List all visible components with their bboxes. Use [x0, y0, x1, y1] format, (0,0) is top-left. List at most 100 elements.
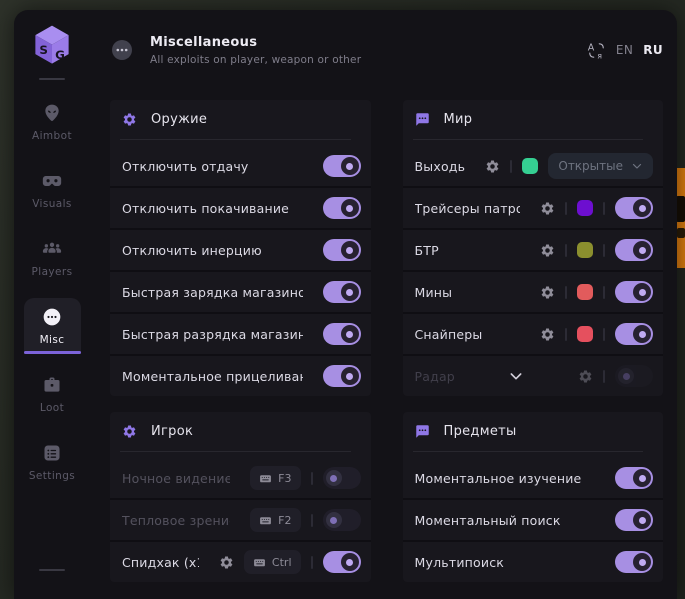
- chevron-down-icon[interactable]: [508, 368, 524, 384]
- feature-row-моментальное-изучение: Моментальное изучение: [403, 458, 664, 498]
- feature-row-отключить-инерцию: Отключить инерцию: [110, 228, 371, 270]
- svg-text:S: S: [39, 43, 48, 57]
- row-controls: F3: [250, 466, 361, 490]
- toggle-switch[interactable]: [322, 239, 361, 261]
- color-swatch[interactable]: [577, 242, 593, 258]
- translate-icon[interactable]: A я: [587, 41, 606, 60]
- section-rows: Ночное видение F3 Тепловое зрение F2 Спидхак…: [110, 458, 371, 582]
- section-title: Предметы: [443, 424, 517, 439]
- sidebar-item-aimbot[interactable]: Aimbot: [24, 94, 81, 150]
- toggle-switch[interactable]: [615, 197, 653, 219]
- toggle-switch[interactable]: [322, 323, 361, 345]
- sg-cube-logo: S G: [33, 24, 71, 66]
- color-swatch[interactable]: [522, 158, 539, 174]
- feature-label: Трейсеры патронов: [414, 200, 521, 216]
- gear-icon[interactable]: [578, 369, 593, 384]
- feature-row-моментальное-прицеливание: Моментальное прицеливание: [110, 354, 371, 396]
- gear-icon[interactable]: [540, 201, 555, 216]
- language-switch: A я EN RU: [587, 41, 663, 60]
- hotkey-label: F2: [278, 513, 292, 527]
- section-оружие: Оружие Отключить отдачу Отключить покачива…: [110, 100, 371, 396]
- hotkey-badge[interactable]: Ctrl: [243, 550, 301, 574]
- toggle-switch[interactable]: [615, 551, 653, 573]
- color-swatch[interactable]: [577, 284, 593, 300]
- content-columns: Оружие Отключить отдачу Отключить покачива…: [110, 100, 663, 599]
- gear-icon[interactable]: [540, 243, 555, 258]
- toggle-switch[interactable]: [615, 365, 653, 387]
- section-игрок: Игрок Ночное видение F3 Тепловое зрение F2 Сп…: [110, 412, 371, 582]
- toggle-switch[interactable]: [322, 281, 361, 303]
- toggle-switch[interactable]: [322, 155, 361, 177]
- feature-row-быстрая-зарядка-магазинов: Быстрая зарядка магазинов: [110, 270, 371, 312]
- feature-label: Быстрая зарядка магазинов: [122, 284, 303, 300]
- feature-row-отключить-отдачу: Отключить отдачу: [110, 146, 371, 186]
- ellipsis-icon: [42, 307, 62, 327]
- sidebar-item-label: Players: [31, 265, 73, 278]
- sidebar-divider: [39, 78, 65, 80]
- hotkey-label: Ctrl: [271, 555, 292, 569]
- row-controls: [540, 323, 653, 345]
- svg-text:я: я: [597, 51, 602, 60]
- toggle-switch[interactable]: [615, 467, 653, 489]
- toggle-switch[interactable]: [322, 365, 361, 387]
- sidebar-nav: Aimbot Visuals Players Misc Loot Settings: [14, 82, 90, 490]
- sidebar-item-settings[interactable]: Settings: [24, 434, 81, 490]
- toggle-switch[interactable]: [322, 509, 361, 531]
- toggle-knob: [633, 325, 651, 343]
- feature-row-радар: Радар: [402, 354, 663, 396]
- page-subtitle: All exploits on player, weapon or other: [150, 53, 362, 66]
- row-controls: [615, 467, 653, 489]
- row-controls: [540, 197, 653, 219]
- feature-label: Мультипоиск: [414, 554, 505, 570]
- row-controls: [322, 239, 361, 261]
- toggle-switch[interactable]: [322, 467, 361, 489]
- color-swatch[interactable]: [577, 200, 593, 216]
- toggle-switch[interactable]: [322, 551, 361, 573]
- feature-label: Спидхак (x1.8): [122, 554, 199, 570]
- toggle-switch[interactable]: [615, 239, 653, 261]
- toggle-switch[interactable]: [615, 323, 653, 345]
- feature-label: БТР: [414, 242, 439, 258]
- row-controls: Открытые: [485, 153, 653, 179]
- keyboard-icon: [259, 472, 272, 485]
- feature-row-моментальный-поиск: Моментальный поиск: [402, 498, 663, 540]
- feature-row-отключить-покачивание: Отключить покачивание: [110, 186, 371, 228]
- sidebar-item-misc[interactable]: Misc: [23, 298, 81, 354]
- section-мир: Мир Выходы Открытые Трейсеры патронов БТР Мин…: [402, 100, 663, 396]
- row-controls: [322, 281, 361, 303]
- toggle-switch[interactable]: [322, 197, 361, 219]
- section-divider: [412, 451, 643, 452]
- sidebar: S G Aimbot Visuals Players Misc Loot Settings: [14, 10, 90, 599]
- hotkey-badge[interactable]: F2: [250, 508, 301, 532]
- feature-label: Ночное видение: [122, 470, 231, 486]
- sidebar-item-players[interactable]: Players: [24, 230, 81, 286]
- hotkey-badge[interactable]: F3: [250, 466, 301, 490]
- gear-icon[interactable]: [540, 285, 555, 300]
- toggle-knob: [618, 368, 634, 384]
- row-controls: [322, 155, 361, 177]
- chevron-down-icon: [631, 160, 643, 172]
- feature-label: Отключить инерцию: [122, 242, 262, 258]
- feature-label: Моментальный поиск: [414, 512, 561, 528]
- section-header: Оружие: [110, 100, 371, 139]
- feature-row-снайперы: Снайперы: [402, 312, 663, 354]
- control-divider: [565, 201, 567, 215]
- gear-icon[interactable]: [219, 555, 234, 570]
- svg-text:G: G: [55, 48, 65, 62]
- cheat-menu-window: S G Aimbot Visuals Players Misc Loot Settings…: [14, 10, 677, 599]
- section-divider: [120, 451, 351, 452]
- main-panel: Miscellaneous All exploits on player, we…: [90, 10, 677, 599]
- dropdown-select[interactable]: Открытые: [548, 153, 653, 179]
- sidebar-item-visuals[interactable]: Visuals: [24, 162, 81, 218]
- row-controls: [322, 323, 361, 345]
- gear-icon[interactable]: [485, 159, 500, 174]
- lang-option-ru[interactable]: RU: [643, 43, 663, 57]
- lang-option-en[interactable]: EN: [615, 43, 634, 57]
- toggle-switch[interactable]: [615, 509, 653, 531]
- gear-icon[interactable]: [540, 327, 555, 342]
- toggle-switch[interactable]: [615, 281, 653, 303]
- row-controls: [540, 239, 653, 261]
- sidebar-item-loot[interactable]: Loot: [24, 366, 81, 422]
- color-swatch[interactable]: [577, 326, 593, 342]
- column-left: Оружие Отключить отдачу Отключить покачива…: [110, 100, 371, 599]
